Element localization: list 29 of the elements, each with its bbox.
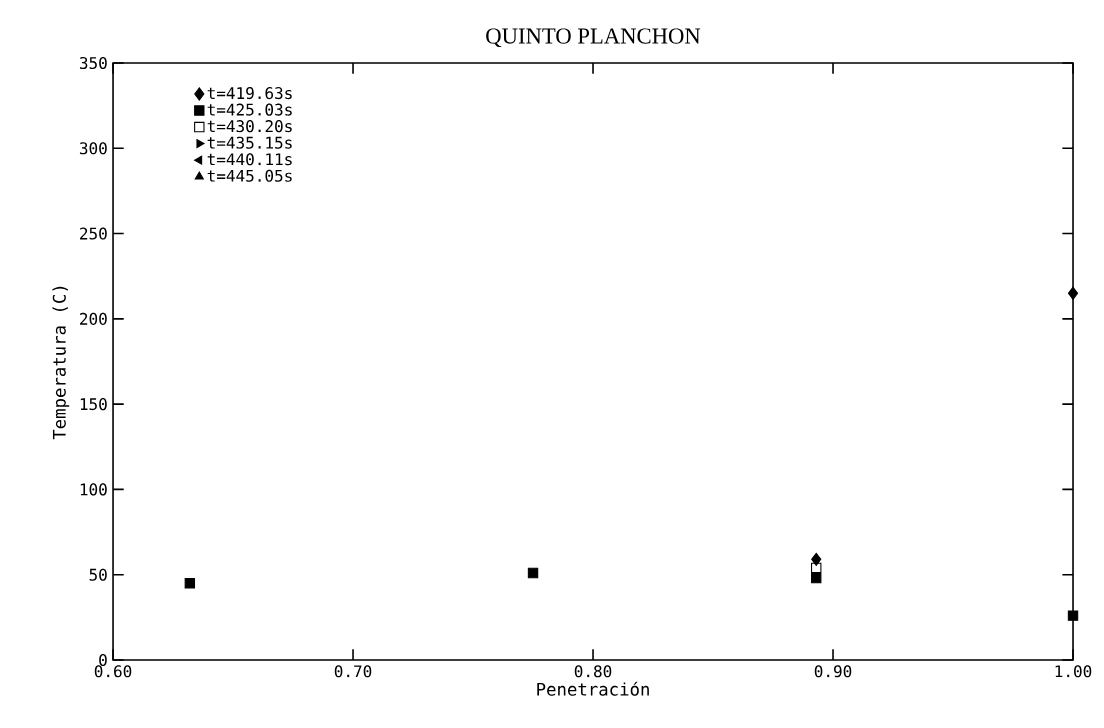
- y-tick-label: 0: [99, 653, 107, 667]
- legend-label: t=430.20s: [207, 120, 292, 133]
- point: [811, 562, 822, 574]
- chart-title: QUINTO PLANCHON: [486, 28, 701, 48]
- y-axis-title: Temperatura (C): [52, 286, 70, 440]
- y-tick-label: 350: [79, 56, 107, 70]
- point: [1067, 286, 1079, 300]
- point: [811, 552, 822, 566]
- x-tick-label: 0.80: [574, 665, 612, 678]
- y-tick-label: 100: [80, 483, 107, 496]
- x-tick-label: 0.90: [814, 665, 852, 678]
- y-tick-label: 150: [80, 398, 107, 411]
- legend-label: t=425.03s: [207, 103, 292, 116]
- y-tick-label: 250: [80, 227, 107, 240]
- legend-label: t=445.05s: [207, 169, 292, 182]
- legend-label: t=419.63s: [207, 87, 292, 100]
- point: [811, 572, 822, 584]
- y-tick-label: 300: [79, 142, 107, 155]
- point: [527, 567, 539, 579]
- x-tick-label: 0.70: [334, 665, 372, 678]
- point: [184, 578, 196, 589]
- x-tick-label: 1.00: [1055, 665, 1092, 678]
- point: [1067, 610, 1079, 621]
- y-tick-label: 50: [89, 568, 107, 581]
- x-axis-title: Penetración: [537, 681, 649, 696]
- y-tick-label: 200: [80, 312, 107, 325]
- legend-label: t=440.11s: [207, 153, 292, 166]
- legend-label: t=435.15s: [207, 136, 292, 149]
- x-tick-label: 0.60: [94, 665, 132, 678]
